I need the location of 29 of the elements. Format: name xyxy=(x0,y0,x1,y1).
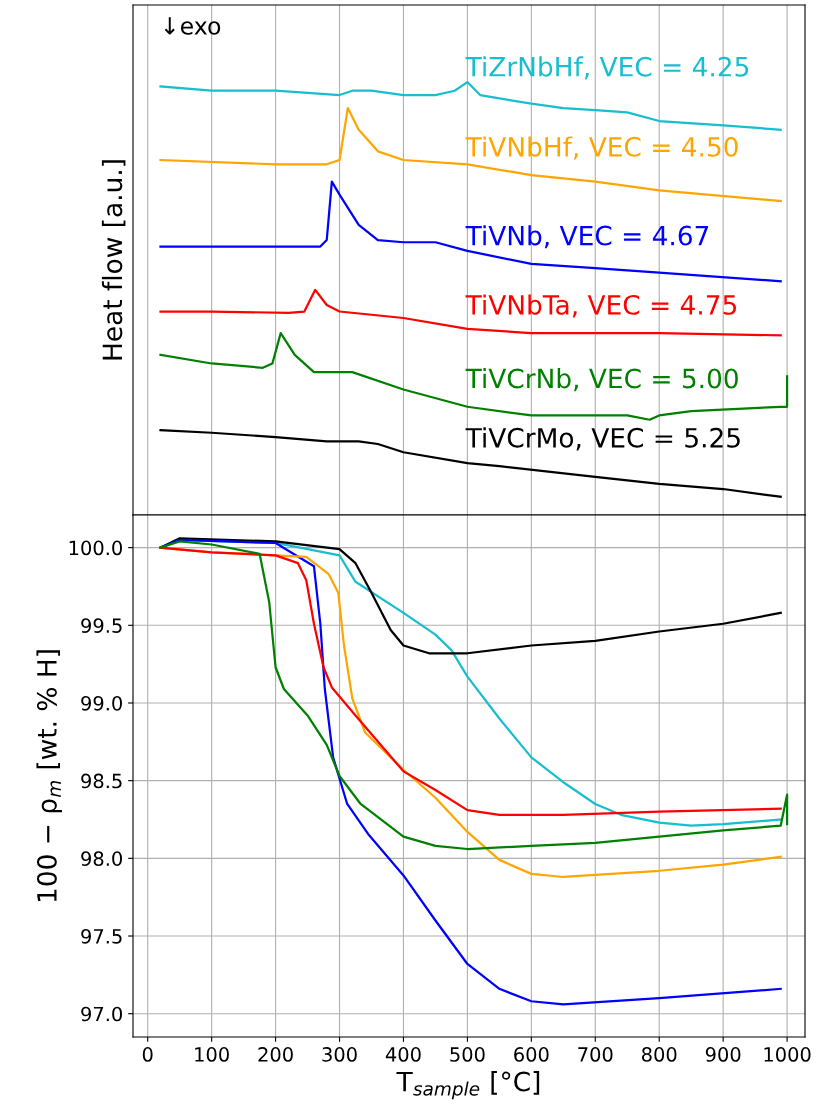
x-tick-label: 800 xyxy=(641,1047,677,1062)
series-label: TiZrNbHf, VEC = 4.25 xyxy=(465,56,749,80)
y-tick-label: 97.0 xyxy=(81,1006,122,1022)
y-tick-label: 97.5 xyxy=(81,928,122,944)
series-label: TiVCrNb, VEC = 5.00 xyxy=(465,368,738,392)
y-tick-label: 99.5 xyxy=(81,618,122,633)
x-tick-label: 1000 xyxy=(764,1047,811,1062)
series-label: TiVCrMo, VEC = 5.25 xyxy=(465,427,740,451)
series-label: TiVNbHf, VEC = 4.50 xyxy=(465,136,738,160)
x-tick-label: 500 xyxy=(450,1047,485,1062)
line-series xyxy=(159,537,782,655)
x-tick-label: 200 xyxy=(258,1047,293,1062)
series-label: TiVNbTa, VEC = 4.75 xyxy=(465,294,737,318)
series-label: TiVNb, VEC = 4.67 xyxy=(465,225,709,249)
x-tick-label: 0 xyxy=(142,1047,153,1062)
x-tick-label: 900 xyxy=(705,1047,741,1062)
y-tick-label: 99.0 xyxy=(81,695,122,711)
y-tick-label: 98.5 xyxy=(81,773,122,789)
x-tick-label: 400 xyxy=(385,1047,421,1062)
y-tick-label: 100.0 xyxy=(69,540,122,556)
y-axis-title: Heat flow [a.u.] xyxy=(101,160,126,360)
text: ↓exo xyxy=(164,17,221,35)
y-axis-title: 100 − ρ$_{m}$ [wt. % H] xyxy=(36,650,62,902)
x-tick-label: 300 xyxy=(322,1047,357,1062)
y-tick-label: 98.0 xyxy=(81,851,122,866)
x-axis-title: T$_{sample}$ [°C] xyxy=(396,1071,540,1100)
x-tick-label: 700 xyxy=(578,1047,613,1062)
x-tick-label: 600 xyxy=(514,1047,549,1062)
x-tick-label: 100 xyxy=(195,1047,229,1062)
